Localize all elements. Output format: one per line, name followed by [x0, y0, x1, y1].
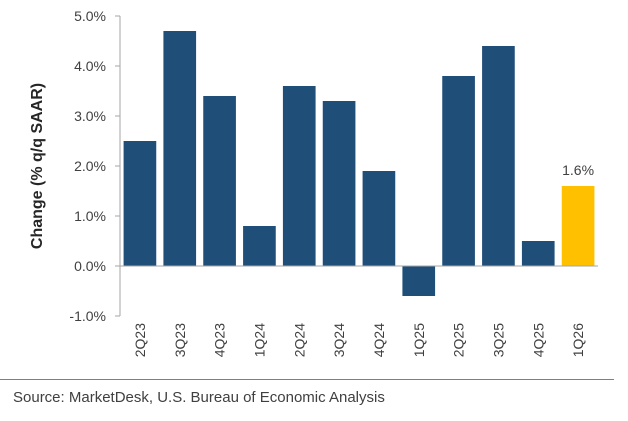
- bar-1q25: [402, 266, 436, 296]
- source-note: Source: MarketDesk, U.S. Bureau of Econo…: [13, 389, 385, 406]
- x-tick-label: 2Q24: [291, 323, 307, 357]
- y-tick-label: 3.0%: [74, 108, 106, 124]
- data-labels: 1.6%: [562, 162, 594, 178]
- bar-2q25: [442, 76, 475, 266]
- y-tick-label: 5.0%: [74, 8, 106, 24]
- bar-3q23: [163, 31, 197, 266]
- data-label-1q26: 1.6%: [562, 162, 594, 178]
- x-tick-label: 4Q23: [212, 323, 228, 357]
- x-tick-label: 1Q24: [251, 323, 267, 357]
- x-axis: 2Q23 3Q23 4Q23 1Q24 2Q24 3Q24 4Q24 1Q25 2Q25 3Q25…: [120, 265, 598, 357]
- bar-3q25: [482, 46, 515, 266]
- y-tick-label: -1.0%: [69, 308, 106, 324]
- bar-4q23: [203, 96, 236, 266]
- x-tick-label: 3Q23: [172, 323, 188, 357]
- bar-3q24: [322, 101, 356, 266]
- source-divider: [0, 379, 614, 380]
- bar-4q24: [362, 171, 396, 266]
- x-tick-label: 3Q25: [490, 323, 506, 357]
- bar-2q23: [123, 141, 157, 266]
- bar-1q24: [243, 226, 276, 266]
- x-tick-label: 3Q24: [331, 323, 347, 357]
- bars: [123, 31, 595, 296]
- y-tick-label: 0.0%: [74, 258, 106, 274]
- x-tick-label: 4Q25: [530, 323, 546, 357]
- y-axis: 5.0% 4.0% 3.0% 2.0% 1.0% 0.0% -1.0%: [69, 8, 121, 324]
- x-tick-label: 2Q23: [132, 323, 148, 357]
- x-tick-label: 2Q25: [451, 323, 467, 357]
- bar-2q24: [282, 86, 316, 266]
- x-tick-label: 4Q24: [371, 323, 387, 357]
- y-tick-label: 2.0%: [74, 158, 106, 174]
- y-tick-label: 4.0%: [74, 58, 106, 74]
- bar-1q26: [561, 186, 595, 266]
- x-tick-label: 1Q25: [411, 323, 427, 357]
- y-tick-label: 1.0%: [74, 208, 106, 224]
- y-axis-label: Change (% q/q SAAR): [29, 83, 46, 249]
- x-tick-label: 1Q26: [570, 323, 586, 357]
- bar-4q25: [521, 241, 555, 266]
